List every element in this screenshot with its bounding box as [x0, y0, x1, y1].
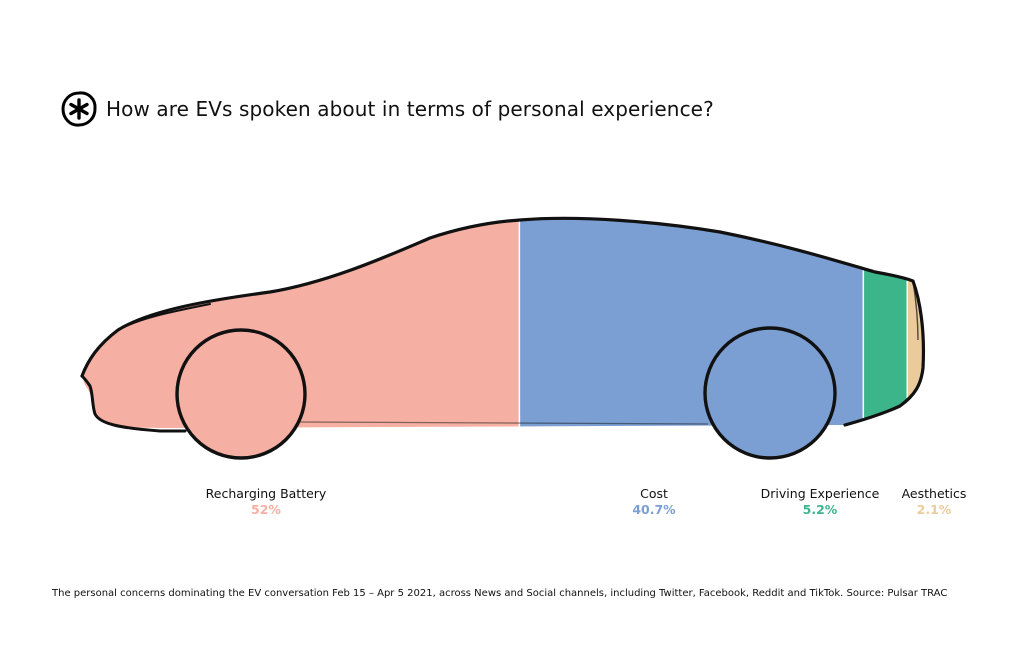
legend-value: 40.7% — [632, 502, 676, 517]
legend-item-recharging-battery: Recharging Battery 52% — [176, 486, 356, 518]
title-row: How are EVs spoken about in terms of per… — [60, 90, 714, 128]
legend-label: Cost — [640, 486, 668, 501]
legend-label: Driving Experience — [760, 486, 880, 501]
legend-item-cost: Cost 40.7% — [564, 486, 744, 518]
front-wheel — [175, 328, 307, 460]
legend-label: Recharging Battery — [205, 486, 327, 501]
chart-title: How are EVs spoken about in terms of per… — [106, 97, 714, 121]
legend-item-aesthetics: Aesthetics 2.1% — [874, 486, 994, 518]
legend-value: 52% — [251, 502, 281, 517]
legend-value: 5.2% — [802, 502, 838, 517]
footnote: The personal concerns dominating the EV … — [52, 588, 948, 599]
rear-wheel — [703, 326, 837, 460]
asterisk-badge-icon — [61, 91, 97, 127]
legend-item-driving-experience: Driving Experience 5.2% — [730, 486, 910, 518]
legend-value: 2.1% — [916, 502, 952, 517]
legend-label: Aesthetics — [901, 486, 967, 501]
